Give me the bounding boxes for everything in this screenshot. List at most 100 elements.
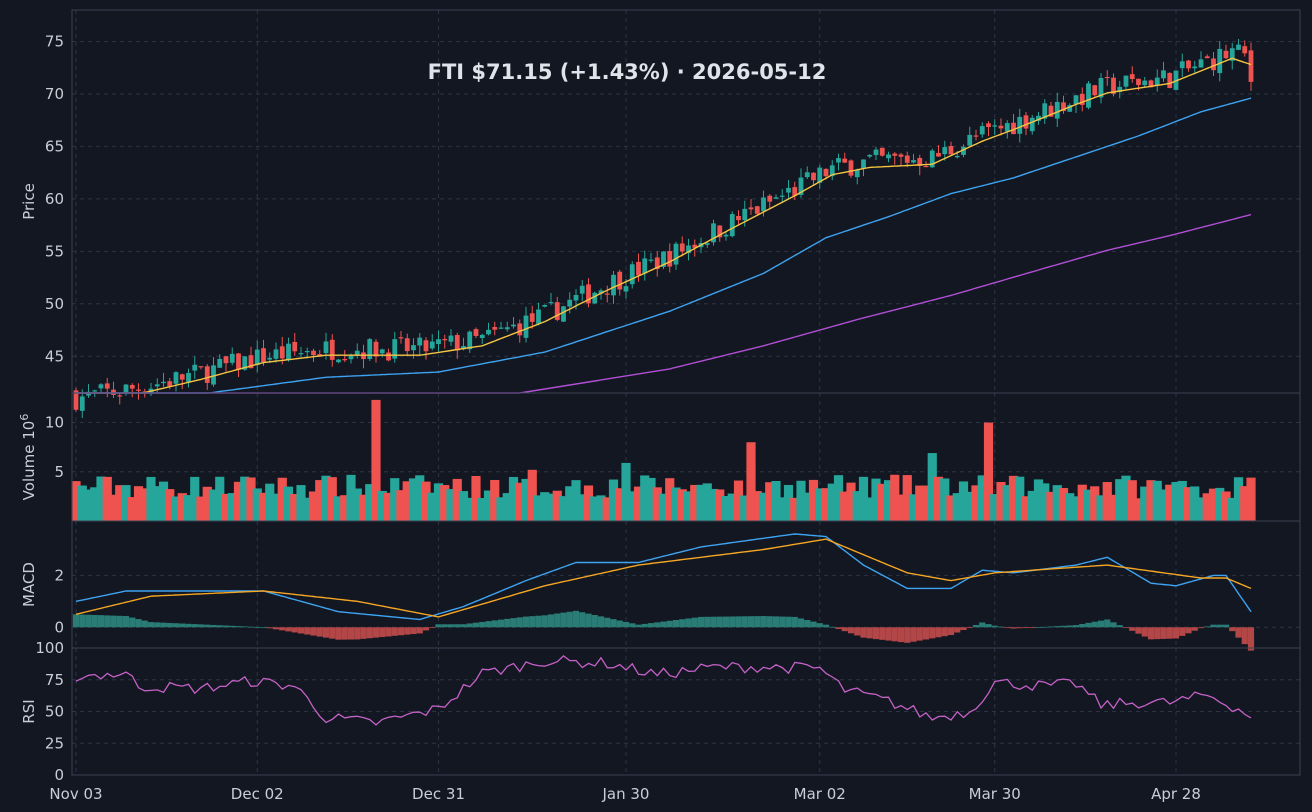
x-tick-label: Jan 30 — [602, 785, 650, 803]
candle-body — [236, 353, 241, 370]
candle-body — [1054, 101, 1060, 119]
macd-histogram-bar — [304, 627, 311, 635]
macd-histogram-bar — [691, 617, 698, 628]
volume-bar — [877, 483, 887, 521]
macd-histogram-bar — [872, 627, 880, 640]
macd-histogram-bar — [385, 627, 392, 637]
volume-bar — [846, 482, 856, 521]
macd-histogram-bar — [354, 627, 361, 640]
volume-bar — [1077, 484, 1087, 521]
volume-bar — [671, 487, 681, 521]
volume-bar — [858, 476, 869, 521]
volume-bar — [202, 486, 212, 521]
volume-bar — [1158, 489, 1169, 521]
volume-bar — [446, 489, 456, 521]
candle-body — [523, 315, 529, 338]
volume-bar — [965, 491, 975, 521]
candle-body — [348, 355, 354, 360]
macd-histogram-bar — [829, 626, 836, 628]
macd-histogram-bar — [697, 616, 705, 628]
candle-body — [1148, 80, 1154, 88]
candle-body — [1154, 77, 1160, 86]
candle-body — [579, 285, 585, 294]
macd-histogram-bar — [622, 621, 630, 628]
macd-histogram-bar — [916, 627, 923, 641]
candle-body — [173, 372, 179, 384]
volume-bar — [108, 494, 119, 521]
candle-body — [1067, 105, 1073, 112]
candle-body — [1248, 50, 1254, 82]
volume-bar — [1008, 475, 1019, 521]
candle-body — [479, 334, 485, 339]
volume-bar — [146, 476, 156, 521]
macd-histogram-bar — [485, 621, 492, 628]
macd-histogram-bar — [754, 616, 761, 628]
candle-body — [942, 147, 948, 155]
volume-bar — [158, 481, 169, 521]
candle-body — [323, 341, 329, 354]
volume-bar — [408, 478, 419, 521]
macd-histogram-bar — [966, 627, 973, 629]
candle-body — [367, 339, 373, 360]
candle-body — [1142, 80, 1148, 86]
macd-histogram-bar — [329, 627, 336, 639]
volume-bar — [1183, 487, 1194, 521]
volume-bar — [190, 476, 200, 521]
candle-body — [961, 146, 966, 155]
volume-bar — [740, 495, 750, 521]
volume-bar — [596, 495, 606, 521]
macd-histogram-bar — [547, 614, 555, 628]
volume-bar — [1102, 482, 1112, 521]
volume-bar — [1221, 491, 1231, 521]
y-tick-label-macd: 0 — [54, 618, 64, 636]
volume-bar — [90, 487, 100, 521]
macd-histogram-bar — [747, 616, 755, 628]
macd-histogram-bar — [672, 620, 680, 628]
volume-bar — [458, 491, 469, 521]
macd-histogram-bar — [860, 627, 867, 638]
candle-body — [517, 323, 523, 336]
candle-body — [792, 187, 798, 196]
macd-histogram-bar — [991, 625, 998, 628]
macd-histogram-bar — [466, 623, 473, 628]
candle-body — [817, 167, 823, 183]
candle-body — [117, 395, 123, 397]
candle-body — [136, 389, 141, 391]
candle-body — [1098, 78, 1104, 98]
volume-bar — [727, 493, 737, 521]
candle-body — [1161, 70, 1166, 79]
volume-bar — [927, 453, 937, 521]
volume-bar — [1127, 480, 1137, 521]
panel-frames — [71, 9, 1301, 776]
candle-body — [167, 381, 173, 387]
candle-body — [529, 313, 535, 322]
volume-bar — [196, 496, 206, 521]
candle-body — [829, 165, 835, 177]
volume-bar — [1190, 486, 1200, 521]
macd-histogram-bar — [941, 627, 948, 637]
volume-bar — [240, 476, 250, 521]
macd-histogram-bar — [1204, 626, 1211, 628]
volume-bar — [1090, 486, 1100, 521]
volume-bar — [777, 497, 787, 521]
macd-histogram-bar — [216, 625, 223, 628]
macd-histogram-bar — [922, 627, 930, 640]
macd-histogram-bar — [1097, 620, 1105, 628]
candle-body — [661, 251, 666, 267]
volume-bar — [302, 497, 312, 521]
volume-bar — [290, 493, 300, 521]
volume-bar — [565, 486, 575, 521]
volume-bar — [246, 477, 256, 521]
macd-histogram-bar — [291, 627, 298, 633]
macd-histogram-bar — [429, 627, 436, 629]
volume-bar — [577, 494, 587, 521]
candle-body — [248, 355, 254, 369]
volume-bar — [227, 493, 237, 521]
macd-histogram-bar — [347, 627, 355, 640]
y-tick-label-rsi: 75 — [45, 671, 64, 689]
volume-bar — [521, 478, 531, 521]
volume-bar — [815, 488, 825, 521]
candle-body — [211, 365, 216, 385]
candle-body — [198, 366, 204, 368]
candle-body — [754, 206, 760, 214]
